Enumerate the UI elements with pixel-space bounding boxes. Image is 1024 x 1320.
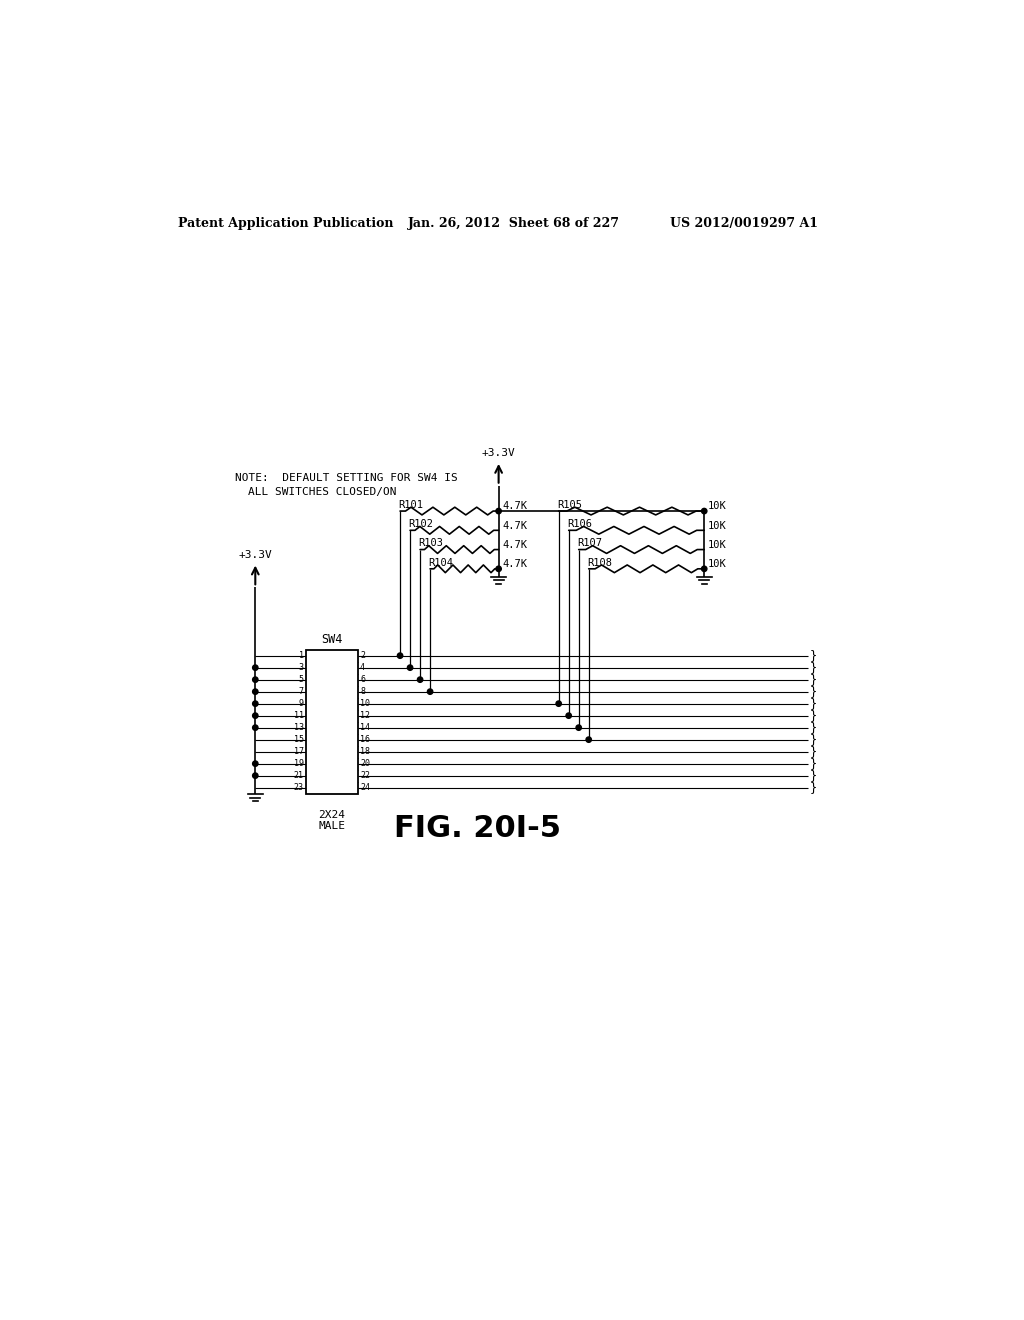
Circle shape xyxy=(701,566,707,572)
Text: 10: 10 xyxy=(360,700,370,708)
Text: 13: 13 xyxy=(294,723,304,733)
Text: }: } xyxy=(810,770,817,783)
Text: R106: R106 xyxy=(567,519,592,529)
Text: }: } xyxy=(810,746,817,758)
Text: R103: R103 xyxy=(419,539,443,548)
Text: 4.7K: 4.7K xyxy=(503,560,527,569)
Text: }: } xyxy=(810,649,817,663)
Text: }: } xyxy=(810,673,817,686)
Text: 1: 1 xyxy=(299,651,304,660)
Text: }: } xyxy=(810,781,817,795)
Text: }: } xyxy=(810,709,817,722)
Circle shape xyxy=(556,701,561,706)
Text: }: } xyxy=(810,661,817,675)
Circle shape xyxy=(427,689,433,694)
Text: 10K: 10K xyxy=(708,520,727,531)
Text: 10K: 10K xyxy=(708,540,727,550)
Circle shape xyxy=(566,713,571,718)
Text: 10K: 10K xyxy=(708,502,727,511)
Text: MALE: MALE xyxy=(318,821,345,832)
Text: 17: 17 xyxy=(294,747,304,756)
Circle shape xyxy=(397,653,402,659)
Text: +3.3V: +3.3V xyxy=(239,550,272,560)
Text: R104: R104 xyxy=(429,557,454,568)
Text: R102: R102 xyxy=(409,519,433,529)
Circle shape xyxy=(577,725,582,730)
Text: 24: 24 xyxy=(360,783,370,792)
Text: NOTE:  DEFAULT SETTING FOR SW4 IS: NOTE: DEFAULT SETTING FOR SW4 IS xyxy=(234,473,458,483)
Circle shape xyxy=(496,566,502,572)
Text: 4.7K: 4.7K xyxy=(503,540,527,550)
Text: 21: 21 xyxy=(294,771,304,780)
Text: }: } xyxy=(810,697,817,710)
Text: 2X24: 2X24 xyxy=(318,810,345,820)
Text: }: } xyxy=(810,721,817,734)
Text: 18: 18 xyxy=(360,747,370,756)
Circle shape xyxy=(253,689,258,694)
Text: 9: 9 xyxy=(299,700,304,708)
Text: }: } xyxy=(810,733,817,746)
Text: 2: 2 xyxy=(360,651,365,660)
Text: 22: 22 xyxy=(360,771,370,780)
Text: R105: R105 xyxy=(557,500,582,510)
Circle shape xyxy=(496,508,502,513)
Text: 4.7K: 4.7K xyxy=(503,520,527,531)
Circle shape xyxy=(586,737,592,742)
Text: 4.7K: 4.7K xyxy=(503,502,527,511)
Text: 16: 16 xyxy=(360,735,370,744)
Text: 8: 8 xyxy=(360,688,365,696)
Text: 10K: 10K xyxy=(708,560,727,569)
Text: 19: 19 xyxy=(294,759,304,768)
Circle shape xyxy=(418,677,423,682)
Circle shape xyxy=(253,677,258,682)
Text: 3: 3 xyxy=(299,663,304,672)
Circle shape xyxy=(253,725,258,730)
Circle shape xyxy=(253,701,258,706)
Text: 20: 20 xyxy=(360,759,370,768)
Text: 15: 15 xyxy=(294,735,304,744)
Text: 11: 11 xyxy=(294,711,304,721)
Text: R101: R101 xyxy=(398,500,424,510)
Text: R107: R107 xyxy=(578,539,602,548)
Text: 23: 23 xyxy=(294,783,304,792)
Text: SW4: SW4 xyxy=(322,634,343,647)
Circle shape xyxy=(253,760,258,767)
Text: 5: 5 xyxy=(299,675,304,684)
Text: US 2012/0019297 A1: US 2012/0019297 A1 xyxy=(670,218,817,231)
Circle shape xyxy=(701,508,707,513)
Text: }: } xyxy=(810,685,817,698)
Text: FIG. 20I-5: FIG. 20I-5 xyxy=(393,814,560,842)
Text: 4: 4 xyxy=(360,663,365,672)
Circle shape xyxy=(408,665,413,671)
Circle shape xyxy=(253,774,258,779)
Text: 12: 12 xyxy=(360,711,370,721)
Text: 14: 14 xyxy=(360,723,370,733)
Bar xyxy=(306,649,357,793)
Text: }: } xyxy=(810,758,817,770)
Text: ALL SWITCHES CLOSED/ON: ALL SWITCHES CLOSED/ON xyxy=(249,487,397,496)
Text: Patent Application Publication: Patent Application Publication xyxy=(178,218,394,231)
Text: +3.3V: +3.3V xyxy=(481,449,515,458)
Text: 6: 6 xyxy=(360,675,365,684)
Circle shape xyxy=(253,713,258,718)
Text: 7: 7 xyxy=(299,688,304,696)
Circle shape xyxy=(253,665,258,671)
Text: Jan. 26, 2012  Sheet 68 of 227: Jan. 26, 2012 Sheet 68 of 227 xyxy=(408,218,620,231)
Text: R108: R108 xyxy=(587,557,612,568)
